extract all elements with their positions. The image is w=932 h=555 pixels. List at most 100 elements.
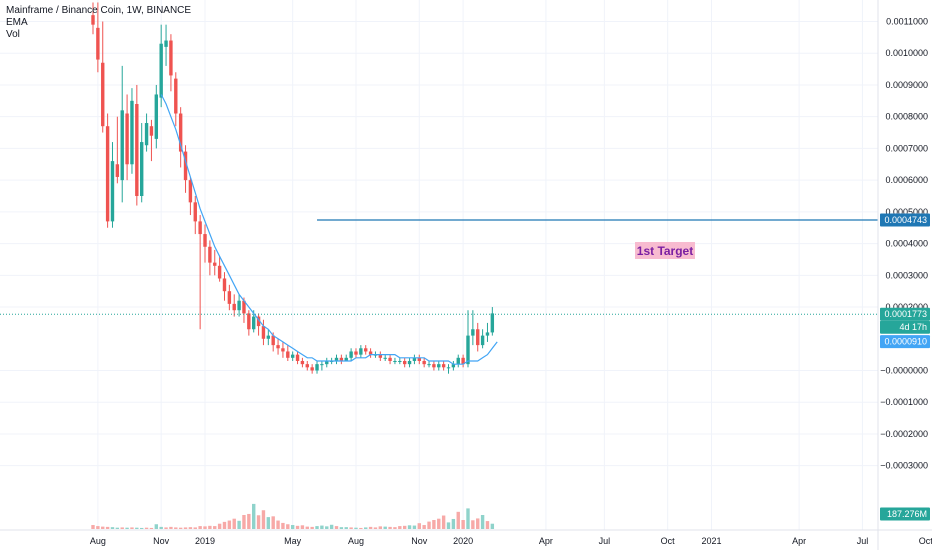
time-tick-label: Apr — [792, 536, 806, 546]
candle-body — [398, 360, 402, 362]
volume-bar — [490, 523, 495, 529]
volume-bar — [120, 527, 124, 529]
candle-body — [471, 329, 475, 336]
volume-bar — [227, 520, 232, 529]
candle-body — [144, 123, 149, 146]
time-tick-label: 2019 — [195, 536, 215, 546]
countdown-label: 4d 17h — [880, 320, 930, 334]
volume-bar — [451, 518, 456, 529]
volume-bar — [256, 515, 261, 529]
volume-bar — [295, 525, 300, 529]
candle-body — [105, 126, 110, 222]
target-annotation: 1st Target — [635, 242, 695, 259]
volume-bar — [232, 518, 236, 529]
volume-bar — [334, 526, 339, 529]
target-annotation-text: 1st Target — [637, 244, 693, 258]
volume-bar — [461, 520, 465, 529]
volume-bar — [320, 525, 324, 529]
volume-bar — [310, 526, 314, 529]
volume-bar — [164, 527, 168, 529]
volume-bar — [368, 526, 373, 529]
volume-bar — [140, 527, 144, 529]
candle-body — [271, 335, 275, 346]
volume-label-bg — [880, 507, 930, 521]
ema-price-label: 0.0000910 — [880, 335, 930, 349]
candle-body — [135, 103, 139, 196]
candle-body — [232, 303, 236, 311]
volume-bar — [281, 522, 285, 529]
price-tick-label: 0.0005000 — [885, 207, 928, 217]
time-tick-label: Nov — [411, 536, 428, 546]
candle-body — [446, 367, 451, 369]
candle-body — [227, 291, 232, 304]
volume-bar — [242, 515, 246, 529]
price-tick-label: −0.0000000 — [880, 366, 928, 376]
time-tick-label: Nov — [153, 536, 170, 546]
countdown-label-text: 4d 17h — [899, 322, 927, 332]
volume-bar — [159, 526, 163, 529]
candle-body — [456, 357, 460, 365]
volume-bar — [96, 526, 100, 529]
candle-body — [110, 161, 115, 222]
candle-body — [208, 246, 212, 263]
ema-layer — [160, 94, 498, 365]
price-labels: 0.0004743 0.0001773 4d 17h 0.0000910 187.276… — [880, 213, 930, 521]
candle-body — [349, 351, 353, 358]
volume-bar — [329, 524, 334, 529]
candle-body — [466, 335, 470, 365]
volume-bar — [188, 527, 193, 529]
volume-bar — [432, 520, 436, 529]
volume-layer — [91, 503, 495, 529]
price-tick-label: 0.0002000 — [885, 302, 928, 312]
volume-label-text: 187.276M — [887, 509, 927, 519]
price-tick-label: 0.0004000 — [885, 239, 928, 249]
volume-bar — [174, 527, 178, 529]
volume-bar — [276, 520, 280, 529]
candle-body — [325, 360, 329, 365]
volume-bar — [417, 523, 421, 529]
last-price-label: 0.0001773 — [880, 307, 930, 321]
price-tick-label: 0.0007000 — [885, 143, 928, 153]
candle-body — [490, 313, 495, 333]
volume-bar — [412, 525, 417, 529]
countdown-label-bg — [880, 320, 930, 334]
candle-body — [101, 62, 105, 127]
volume-bar — [222, 521, 227, 529]
volume-bar — [485, 521, 490, 529]
candle-body — [476, 329, 480, 346]
candle-body — [344, 357, 348, 361]
ema-legend: EMA — [6, 17, 28, 28]
candle-body — [437, 364, 441, 368]
volume-bar — [456, 511, 460, 529]
volume-bar — [373, 527, 378, 529]
candle-body — [286, 351, 290, 358]
volume-bar — [388, 526, 392, 529]
candle-body — [393, 360, 397, 362]
volume-bar — [446, 522, 451, 529]
candle-body — [276, 345, 280, 349]
last-price-label-text: 0.0001773 — [884, 309, 927, 319]
candle-body — [222, 278, 227, 292]
candle-body — [252, 316, 256, 330]
ema-price-label-text: 0.0000910 — [884, 337, 927, 347]
candle-body — [96, 27, 100, 60]
candle-body — [154, 94, 159, 139]
candle-body — [388, 357, 392, 361]
candle-body — [305, 364, 309, 368]
candle-body — [247, 313, 251, 330]
volume-bar — [344, 527, 348, 529]
volume-bar — [286, 524, 290, 529]
candle-body — [485, 332, 490, 336]
candle-body — [217, 265, 222, 279]
volume-bar — [101, 526, 105, 529]
volume-bar — [290, 525, 295, 529]
price-tick-label: 0.0010000 — [885, 48, 928, 58]
volume-bar — [208, 525, 212, 529]
candle-body — [480, 335, 485, 346]
candle-body — [183, 151, 188, 181]
candle-body — [115, 164, 120, 177]
volume-bar — [364, 527, 368, 529]
volume-bar — [339, 527, 344, 529]
